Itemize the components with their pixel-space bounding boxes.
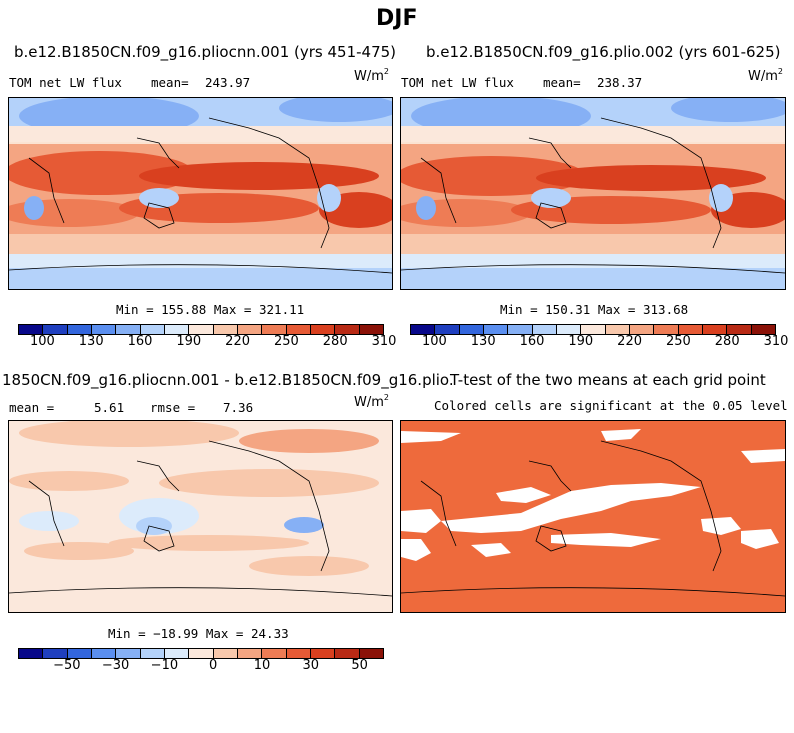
panel3-colorbar-tick-label: −10 bbox=[150, 658, 179, 673]
panel3-colorbar-swatch bbox=[286, 649, 311, 658]
panel3-colorbar-swatch bbox=[43, 649, 68, 658]
panel1-colorbar bbox=[18, 324, 384, 335]
panel1-colorbar-swatch bbox=[43, 325, 68, 334]
panel1-colorbar-tick-label: 220 bbox=[225, 334, 251, 349]
panel3-colorbar-tick-label: 50 bbox=[351, 658, 368, 673]
panel2-colorbar-swatch bbox=[727, 325, 752, 334]
panel3-mean-value: 5.61 bbox=[94, 400, 125, 415]
panel2-colorbar-tick-label: 130 bbox=[470, 334, 496, 349]
panel2-colorbar-swatch bbox=[435, 325, 460, 334]
panel2-mean-label: mean= bbox=[543, 75, 581, 90]
panel2-map bbox=[400, 97, 786, 290]
panel1-colorbar-swatch bbox=[19, 325, 44, 334]
panel3-colorbar-swatch bbox=[164, 649, 190, 658]
panel1-title: b.e12.B1850CN.f09_g16.pliocnn.001 (yrs 4… bbox=[14, 43, 397, 61]
panel3-colorbar-swatch bbox=[310, 649, 336, 658]
panel1-colorbar-tick-label: 100 bbox=[29, 334, 55, 349]
panel2-colorbar-swatch bbox=[532, 325, 557, 334]
panel1-colorbar-tick-label: 280 bbox=[322, 334, 348, 349]
figure-title: DJF bbox=[376, 6, 418, 31]
panel2-title: b.e12.B1850CN.f09_g16.plio.002 (yrs 601-… bbox=[426, 43, 781, 61]
panel1-colorbar-tick-label: 160 bbox=[127, 334, 153, 349]
panel1-colorbar-swatch bbox=[335, 325, 360, 334]
panel2-colorbar-tick-label: 220 bbox=[617, 334, 643, 349]
panel1-colorbar-tick-label: 130 bbox=[78, 334, 104, 349]
panel3-colorbar-swatch bbox=[19, 649, 44, 658]
panel3-colorbar-swatch bbox=[262, 649, 287, 658]
panel3-colorbar-tick-label: −30 bbox=[101, 658, 130, 673]
panel2-colorbar-swatch bbox=[678, 325, 703, 334]
panel3-colorbar-tick-label: −50 bbox=[53, 658, 81, 673]
panel3-colorbar-swatch bbox=[189, 649, 214, 658]
panel1-colorbar-swatch bbox=[91, 325, 117, 334]
panel3-colorbar-tick-label: 0 bbox=[209, 658, 218, 673]
panel1-mean-label: mean= bbox=[151, 75, 189, 90]
panel3-title: 1850CN.f09_g16.pliocnn.001 - b.e12.B1850… bbox=[2, 371, 454, 389]
panel1-colorbar-swatch bbox=[116, 325, 141, 334]
panel1-colorbar-swatch bbox=[140, 325, 165, 334]
panel1-map bbox=[8, 97, 393, 290]
panel3-rmse-value: 7.36 bbox=[223, 400, 254, 415]
panel3-map bbox=[8, 420, 393, 613]
panel2-colorbar-swatch bbox=[702, 325, 728, 334]
panel1-colorbar-tick-label: 190 bbox=[176, 334, 202, 349]
panel1-mean-value: 243.97 bbox=[205, 75, 251, 90]
panel1-field: TOM net LW flux bbox=[9, 75, 122, 90]
panel1-minmax: Min = 155.88 Max = 321.11 bbox=[116, 302, 305, 317]
panel2-colorbar-tick-label: 190 bbox=[568, 334, 594, 349]
panel3-colorbar-swatch bbox=[116, 649, 141, 658]
panel1-colorbar-swatch bbox=[310, 325, 336, 334]
panel2-mean-value: 238.37 bbox=[597, 75, 643, 90]
panel1-colorbar-swatch bbox=[262, 325, 287, 334]
panel3-units: W/m2 bbox=[354, 393, 389, 410]
panel4-title: T-test of the two means at each grid poi… bbox=[450, 371, 766, 389]
panel2-minmax: Min = 150.31 Max = 313.68 bbox=[500, 302, 689, 317]
panel2-colorbar-swatch bbox=[556, 325, 582, 334]
panel2-colorbar-tick-label: 160 bbox=[519, 334, 545, 349]
panel3-colorbar-swatch bbox=[359, 649, 383, 658]
panel1-colorbar-swatch bbox=[359, 325, 383, 334]
panel1-colorbar-swatch bbox=[67, 325, 92, 334]
panel2-colorbar-swatch bbox=[459, 325, 484, 334]
panel1-colorbar-swatch bbox=[189, 325, 214, 334]
panel2-colorbar-tick-label: 280 bbox=[714, 334, 740, 349]
panel3-colorbar-swatch bbox=[140, 649, 165, 658]
panel2-colorbar-swatch bbox=[581, 325, 606, 334]
panel3-colorbar-swatch bbox=[91, 649, 117, 658]
panel2-colorbar-swatch bbox=[508, 325, 533, 334]
panel2-colorbar-swatch bbox=[654, 325, 679, 334]
panel2-colorbar-swatch bbox=[751, 325, 775, 334]
panel1-colorbar-tick-label: 250 bbox=[273, 334, 299, 349]
panel3-colorbar-swatch bbox=[67, 649, 92, 658]
panel1-colorbar-swatch bbox=[213, 325, 238, 334]
panel3-minmax: Min = −18.99 Max = 24.33 bbox=[108, 626, 289, 641]
panel4-map bbox=[400, 420, 786, 613]
panel2-colorbar bbox=[410, 324, 776, 335]
panel3-colorbar-swatch bbox=[237, 649, 263, 658]
panel2-colorbar-swatch bbox=[629, 325, 655, 334]
panel2-colorbar-tick-label: 250 bbox=[665, 334, 691, 349]
panel1-colorbar-tick-label: 310 bbox=[371, 334, 397, 349]
panel1-units: W/m2 bbox=[354, 67, 389, 84]
panel2-colorbar-swatch bbox=[605, 325, 630, 334]
panel3-rmse-label: rmse = bbox=[150, 400, 196, 415]
panel3-colorbar-tick-label: 30 bbox=[302, 658, 320, 673]
panel3-mean-label: mean = bbox=[9, 400, 55, 415]
panel3-colorbar bbox=[18, 648, 384, 659]
panel3-colorbar-tick-label: 10 bbox=[253, 658, 271, 673]
panel2-field: TOM net LW flux bbox=[401, 75, 514, 90]
panel1-colorbar-swatch bbox=[164, 325, 190, 334]
panel2-colorbar-tick-label: 310 bbox=[763, 334, 789, 349]
panel2-colorbar-swatch bbox=[411, 325, 436, 334]
panel1-colorbar-swatch bbox=[286, 325, 311, 334]
panel2-colorbar-tick-label: 100 bbox=[421, 334, 447, 349]
panel2-colorbar-swatch bbox=[483, 325, 509, 334]
panel3-colorbar-swatch bbox=[213, 649, 238, 658]
panel1-colorbar-swatch bbox=[237, 325, 263, 334]
panel2-units: W/m2 bbox=[748, 67, 783, 84]
panel3-colorbar-swatch bbox=[335, 649, 360, 658]
panel4-subtitle: Colored cells are significant at the 0.0… bbox=[434, 398, 788, 413]
